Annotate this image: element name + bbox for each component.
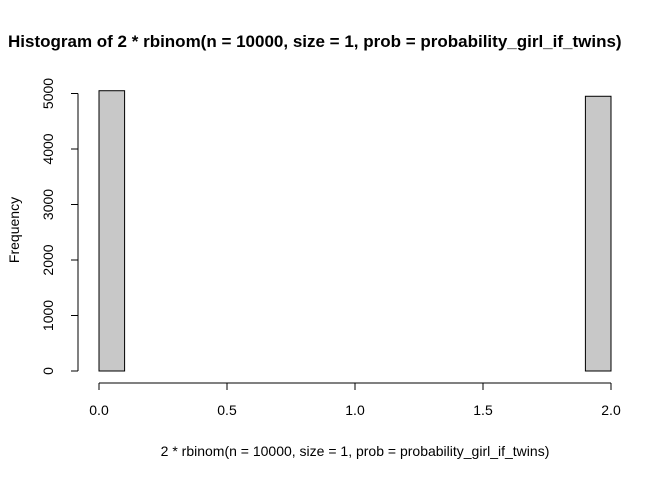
chart-title: Histogram of 2 * rbinom(n = 10000, size …	[8, 32, 622, 51]
y-tick-label: 1000	[40, 300, 56, 331]
y-tick-label: 0	[40, 367, 56, 375]
x-axis-label: 2 * rbinom(n = 10000, size = 1, prob = p…	[161, 443, 550, 459]
x-tick-label: 0.0	[89, 402, 109, 418]
x-tick-label: 2.0	[601, 402, 621, 418]
x-tick-label: 1.5	[473, 402, 493, 418]
y-axis: 0 1000 2000 3000 4000 5000	[40, 78, 79, 375]
histogram-bar	[98, 90, 126, 372]
x-axis: 0.0 0.5 1.0 1.5 2.0	[89, 382, 621, 418]
y-tick-label: 4000	[40, 133, 56, 164]
y-tick-label: 2000	[40, 244, 56, 275]
y-tick-label: 5000	[40, 78, 56, 109]
y-tick-label: 3000	[40, 189, 56, 220]
x-tick-label: 0.5	[217, 402, 237, 418]
histogram-bar	[584, 95, 612, 372]
bars-group	[98, 90, 612, 372]
y-axis-label: Frequency	[6, 197, 22, 263]
x-tick-label: 1.0	[345, 402, 365, 418]
